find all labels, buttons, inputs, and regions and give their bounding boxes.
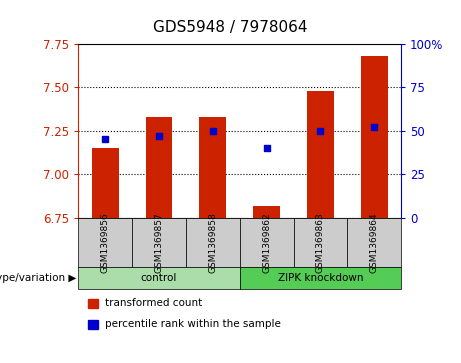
Point bbox=[317, 128, 324, 134]
Text: percentile rank within the sample: percentile rank within the sample bbox=[105, 319, 281, 329]
Bar bbox=[199, 117, 226, 218]
Point bbox=[209, 128, 217, 134]
Text: GSM1369863: GSM1369863 bbox=[316, 212, 325, 273]
Bar bbox=[253, 205, 280, 218]
Text: ZIPK knockdown: ZIPK knockdown bbox=[278, 273, 363, 283]
Point bbox=[101, 136, 109, 142]
Point bbox=[263, 145, 270, 151]
Bar bbox=[361, 56, 388, 218]
Text: GSM1369858: GSM1369858 bbox=[208, 212, 217, 273]
Text: GDS5948 / 7978064: GDS5948 / 7978064 bbox=[153, 20, 308, 35]
Text: GSM1369857: GSM1369857 bbox=[154, 212, 164, 273]
Point bbox=[155, 133, 163, 139]
Text: GSM1369856: GSM1369856 bbox=[101, 212, 110, 273]
Text: control: control bbox=[141, 273, 177, 283]
Text: GSM1369862: GSM1369862 bbox=[262, 212, 271, 273]
Text: genotype/variation ▶: genotype/variation ▶ bbox=[0, 273, 76, 283]
Text: transformed count: transformed count bbox=[105, 298, 202, 308]
Point bbox=[371, 124, 378, 130]
Text: GSM1369864: GSM1369864 bbox=[370, 212, 378, 273]
Bar bbox=[307, 91, 334, 218]
Bar bbox=[146, 117, 172, 218]
Bar bbox=[92, 148, 118, 218]
